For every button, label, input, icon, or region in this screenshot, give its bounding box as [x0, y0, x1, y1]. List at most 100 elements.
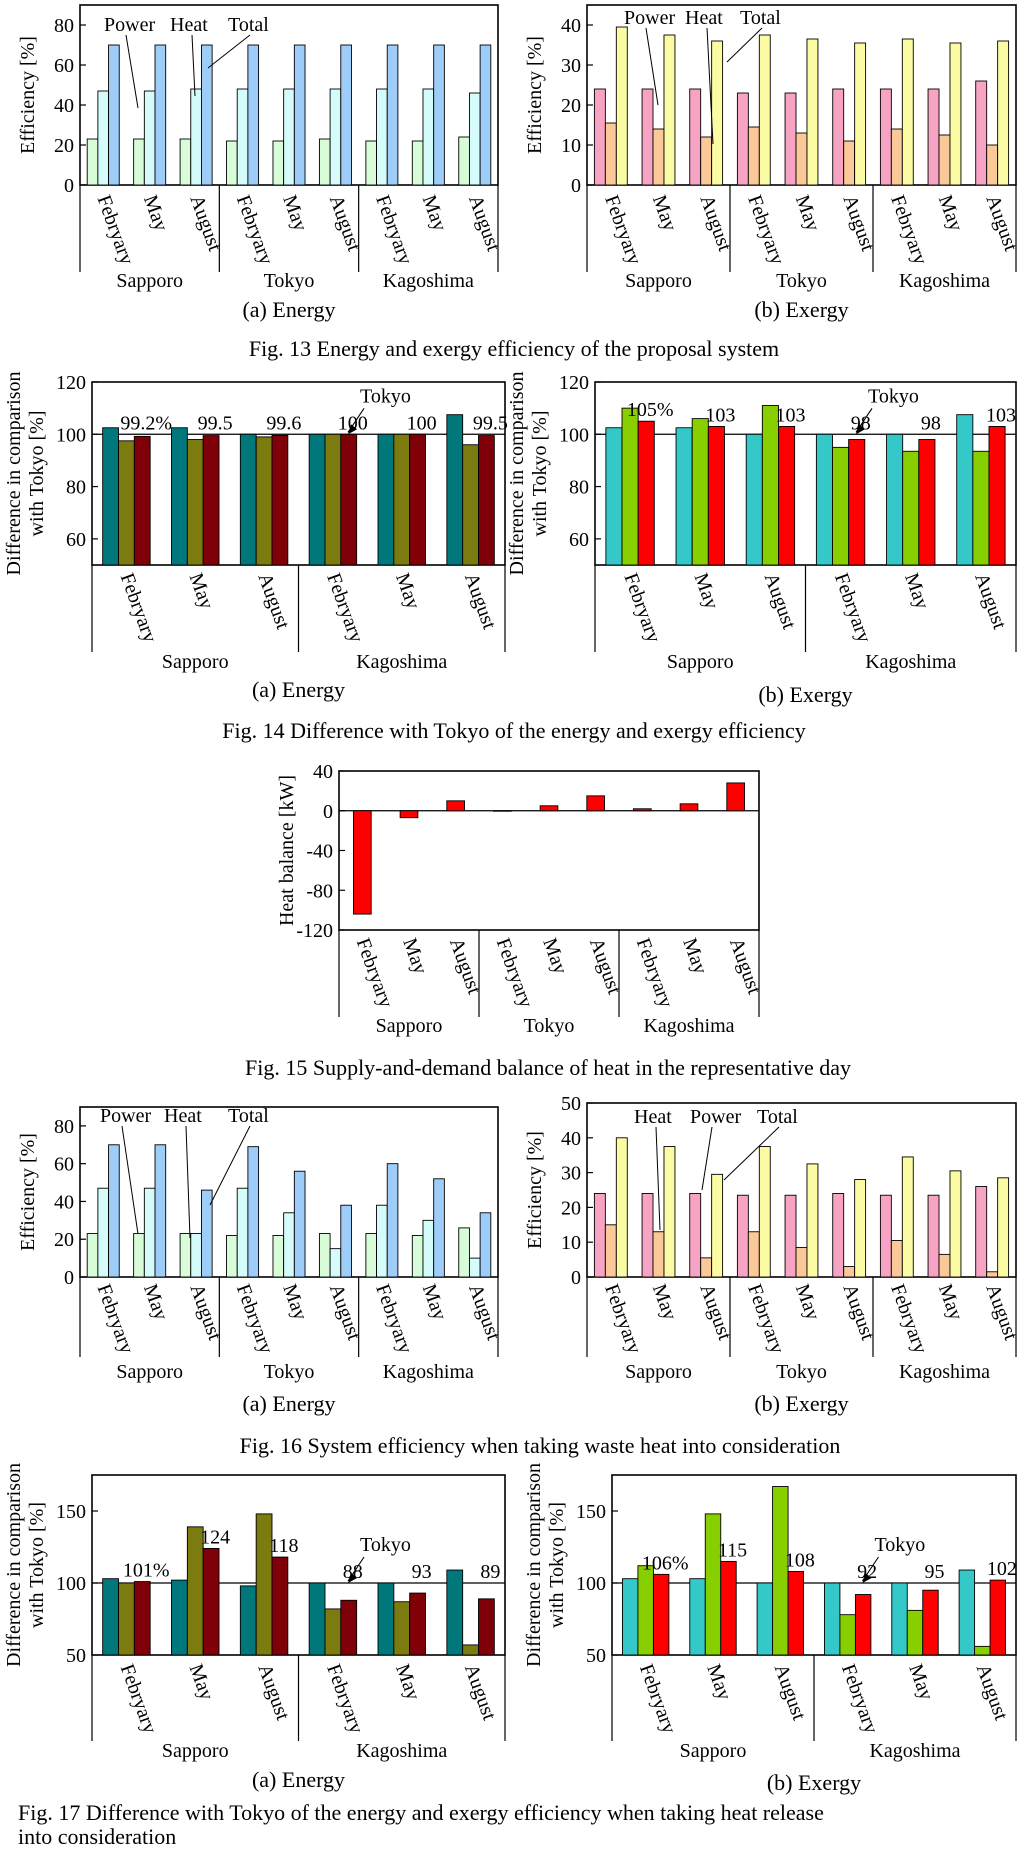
bar [493, 810, 512, 812]
bar [102, 427, 119, 566]
y-tick-label: 40 [313, 761, 333, 783]
data-label: 103 [776, 404, 806, 426]
series-label: Heat [164, 1105, 202, 1127]
series-label: Total [228, 14, 269, 36]
bar [997, 1177, 1010, 1278]
bar [118, 1582, 135, 1656]
y-tick-label: 100 [56, 1573, 86, 1595]
category-label: May [648, 1281, 681, 1323]
bar [675, 427, 693, 566]
bar [958, 1569, 976, 1656]
bar [365, 140, 377, 186]
category-label: Febryary [93, 192, 138, 267]
group-label: Tokyo [776, 270, 827, 292]
bar [938, 1253, 951, 1278]
y-tick-label: 60 [66, 529, 86, 551]
category-label: May [934, 1281, 967, 1323]
bar [806, 38, 819, 186]
bar [891, 1582, 908, 1656]
y-axis-label: Difference in comparison [3, 372, 25, 576]
bar [283, 1212, 295, 1278]
bar [171, 427, 188, 566]
bar [615, 1137, 628, 1278]
category-label: May [139, 192, 172, 234]
bar [938, 134, 951, 186]
bar [886, 433, 904, 566]
bar [318, 1233, 331, 1278]
bar [255, 436, 273, 566]
category-label: August [972, 1661, 1013, 1723]
series-label: Total [228, 1105, 269, 1127]
group-label: Tokyo [264, 270, 315, 292]
bar [927, 88, 940, 186]
bar [478, 1598, 495, 1656]
bar [906, 1609, 924, 1656]
y-tick-label: 0 [571, 1267, 581, 1289]
group-label: Sapporo [162, 651, 229, 673]
group-label: Kagoshima [899, 270, 990, 292]
bar [393, 433, 411, 566]
category-label: Febryary [93, 1281, 138, 1356]
bar [832, 1193, 845, 1278]
category-label: Febryary [743, 1281, 788, 1356]
group-label: Kagoshima [869, 1740, 960, 1762]
category-label: August [970, 570, 1011, 632]
bar [593, 88, 606, 186]
bar [815, 433, 833, 566]
bar [621, 407, 639, 566]
reference-label: Tokyo [360, 1534, 411, 1556]
category-label: Febryary [635, 1661, 680, 1736]
bar [604, 1224, 617, 1278]
bar [271, 434, 289, 566]
bar [239, 433, 257, 566]
group-label: Tokyo [524, 1015, 575, 1037]
bar [986, 144, 999, 186]
bar [839, 1614, 856, 1656]
category-label: August [770, 1661, 811, 1723]
chart-subtitle: (a) Energy [252, 677, 345, 702]
series-callout-line [207, 34, 251, 69]
category-label: May [678, 935, 711, 977]
series-callout-line [125, 34, 139, 109]
bar [365, 1233, 377, 1278]
bar [901, 38, 914, 186]
category-label: Febryary [116, 570, 161, 645]
data-label: 103 [705, 404, 735, 426]
chart-subtitle: (b) Exergy [754, 1391, 848, 1416]
series-label: Heat [685, 7, 723, 29]
y-tick-label: 0 [571, 175, 581, 197]
bar [758, 34, 771, 186]
category-label: August [253, 1661, 294, 1723]
category-label: May [185, 1661, 218, 1703]
y-tick-label: 80 [54, 15, 74, 37]
y-axis-label: Efficiency [%] [524, 36, 546, 154]
bar [324, 433, 342, 566]
y-tick-label: -80 [306, 880, 333, 902]
group-label: Sapporo [667, 651, 734, 673]
bar [433, 44, 445, 186]
category-label: May [139, 1281, 172, 1323]
bar [318, 138, 331, 186]
bar [689, 1193, 702, 1278]
category-label: May [648, 192, 681, 234]
bar [621, 1578, 639, 1656]
series-callout-line [701, 1126, 713, 1191]
bar [247, 44, 260, 186]
bar [458, 136, 470, 186]
bar [700, 136, 713, 186]
category-label: Febryary [886, 192, 931, 267]
bar [975, 80, 988, 186]
bar [133, 138, 145, 186]
bar [179, 138, 192, 186]
y-axis-label: with Tokyo [%] [529, 411, 551, 537]
bar [154, 44, 167, 186]
y-tick-label: 80 [569, 477, 589, 499]
bar [190, 1233, 202, 1278]
bar [376, 1204, 388, 1278]
bar [446, 1569, 464, 1656]
callout-arrowhead [862, 1573, 872, 1583]
y-tick-label: 60 [54, 1154, 74, 1176]
bar [377, 1582, 395, 1656]
